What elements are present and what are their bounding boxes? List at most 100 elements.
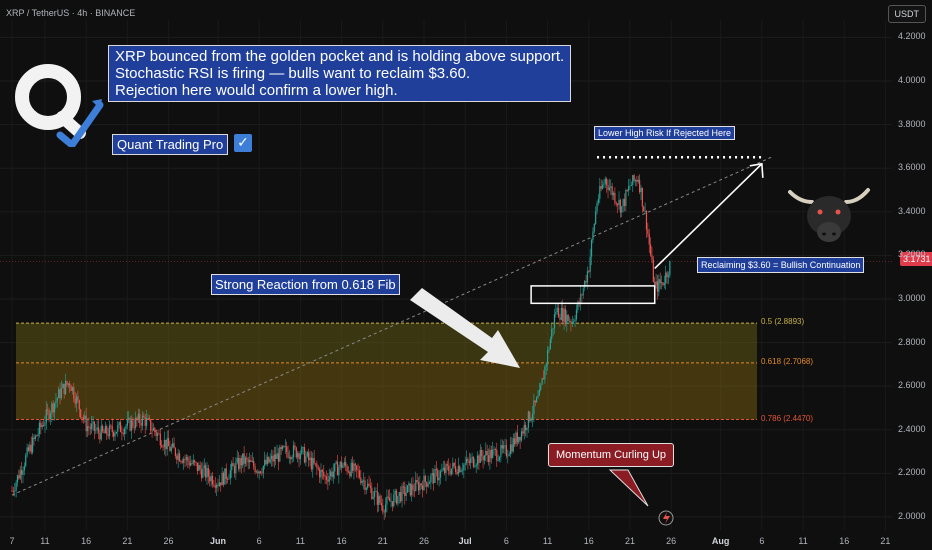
candle-body (395, 490, 398, 504)
currency-button[interactable]: USDT (887, 5, 926, 23)
candle-body (338, 467, 340, 476)
candle-body (147, 418, 149, 419)
candle-body (19, 470, 21, 479)
candle-body (145, 418, 148, 426)
candle-body (636, 179, 638, 182)
candle-body (92, 421, 94, 424)
candle-body (415, 480, 417, 491)
candle-body (247, 459, 249, 463)
candle-body (531, 414, 534, 419)
candle-body (103, 431, 105, 434)
y-tick-label: 3.4000 (898, 205, 926, 216)
candle-body (169, 446, 171, 452)
candle-body (351, 462, 354, 471)
candle-body (493, 449, 495, 450)
candle-body (365, 488, 367, 490)
candle-body (214, 485, 216, 488)
candle-body (195, 462, 197, 463)
candle-body (397, 495, 399, 504)
candle-body (95, 429, 97, 431)
trendline (11, 156, 772, 496)
candle-body (504, 445, 506, 446)
candle-body (11, 490, 13, 492)
candle-body (89, 427, 91, 429)
candle-body (577, 301, 579, 310)
candle-body (269, 459, 271, 463)
candle-body (336, 461, 339, 476)
candle-body (258, 471, 260, 474)
candle-body (545, 364, 547, 367)
candle-body (244, 457, 247, 464)
candle-body (586, 271, 589, 283)
candle-body (562, 308, 564, 322)
candle-body (34, 435, 36, 440)
candle-body (52, 403, 54, 413)
candle-body (177, 453, 179, 460)
candle-body (391, 501, 394, 507)
candle-body (194, 460, 196, 463)
candle-body (265, 459, 267, 465)
candle-body (498, 457, 501, 461)
candle-body (173, 443, 175, 449)
candle-body (651, 255, 653, 260)
candle-body (456, 472, 458, 475)
candle-body (16, 475, 19, 483)
candle-body (601, 184, 604, 189)
candle-body (563, 308, 565, 322)
candle-body (261, 472, 263, 474)
candle-body (152, 428, 155, 431)
fib-zone-lower (16, 362, 757, 420)
candle-body (422, 485, 424, 491)
x-tick-label: 16 (336, 536, 347, 546)
candle-body (319, 469, 321, 478)
candle-body (582, 288, 584, 296)
x-tick-label: 26 (666, 536, 677, 546)
x-tick-label: 6 (503, 536, 509, 546)
candles (11, 173, 671, 520)
candle-body (117, 425, 119, 432)
candle-body (489, 449, 491, 463)
candle-body (51, 403, 53, 414)
candle-body (527, 411, 529, 428)
candle-body (508, 453, 510, 456)
candle-body (566, 314, 568, 324)
candle-body (107, 434, 109, 437)
candle-body (540, 384, 542, 390)
candle-body (156, 433, 159, 436)
candle-body (213, 484, 215, 486)
candle-body (133, 426, 135, 428)
candle-body (328, 475, 330, 482)
candle-body (573, 321, 575, 323)
y-tick-label: 2.8000 (898, 336, 926, 347)
projection-arrow (654, 163, 763, 270)
candle-body (626, 190, 628, 191)
candle-body (243, 453, 245, 464)
candle-body (121, 432, 123, 434)
candle-body (364, 480, 366, 490)
candle-body (509, 444, 512, 454)
candle-body (251, 460, 253, 462)
candle-body (516, 432, 518, 443)
candle-body (299, 453, 301, 460)
x-tick-label: Jul (458, 536, 472, 546)
candle-body (273, 454, 275, 462)
candle-body (22, 470, 24, 475)
candle-body (342, 465, 344, 468)
candle-body (343, 461, 345, 466)
checkmark-icon: ✓ (234, 134, 252, 152)
candle-body (211, 475, 214, 485)
candle-body (163, 439, 166, 448)
candle-body (111, 426, 113, 432)
callout-line-1: XRP bounced from the golden pocket and i… (115, 48, 565, 65)
candle-body (435, 468, 437, 471)
candle-body (15, 482, 17, 491)
candle-body (394, 490, 396, 495)
x-tick-label: 6 (759, 536, 765, 546)
candle-body (590, 240, 593, 257)
candle-body (401, 486, 403, 502)
candle-body (389, 497, 391, 502)
candle-body (165, 439, 167, 450)
lightning-glyph (663, 512, 670, 524)
